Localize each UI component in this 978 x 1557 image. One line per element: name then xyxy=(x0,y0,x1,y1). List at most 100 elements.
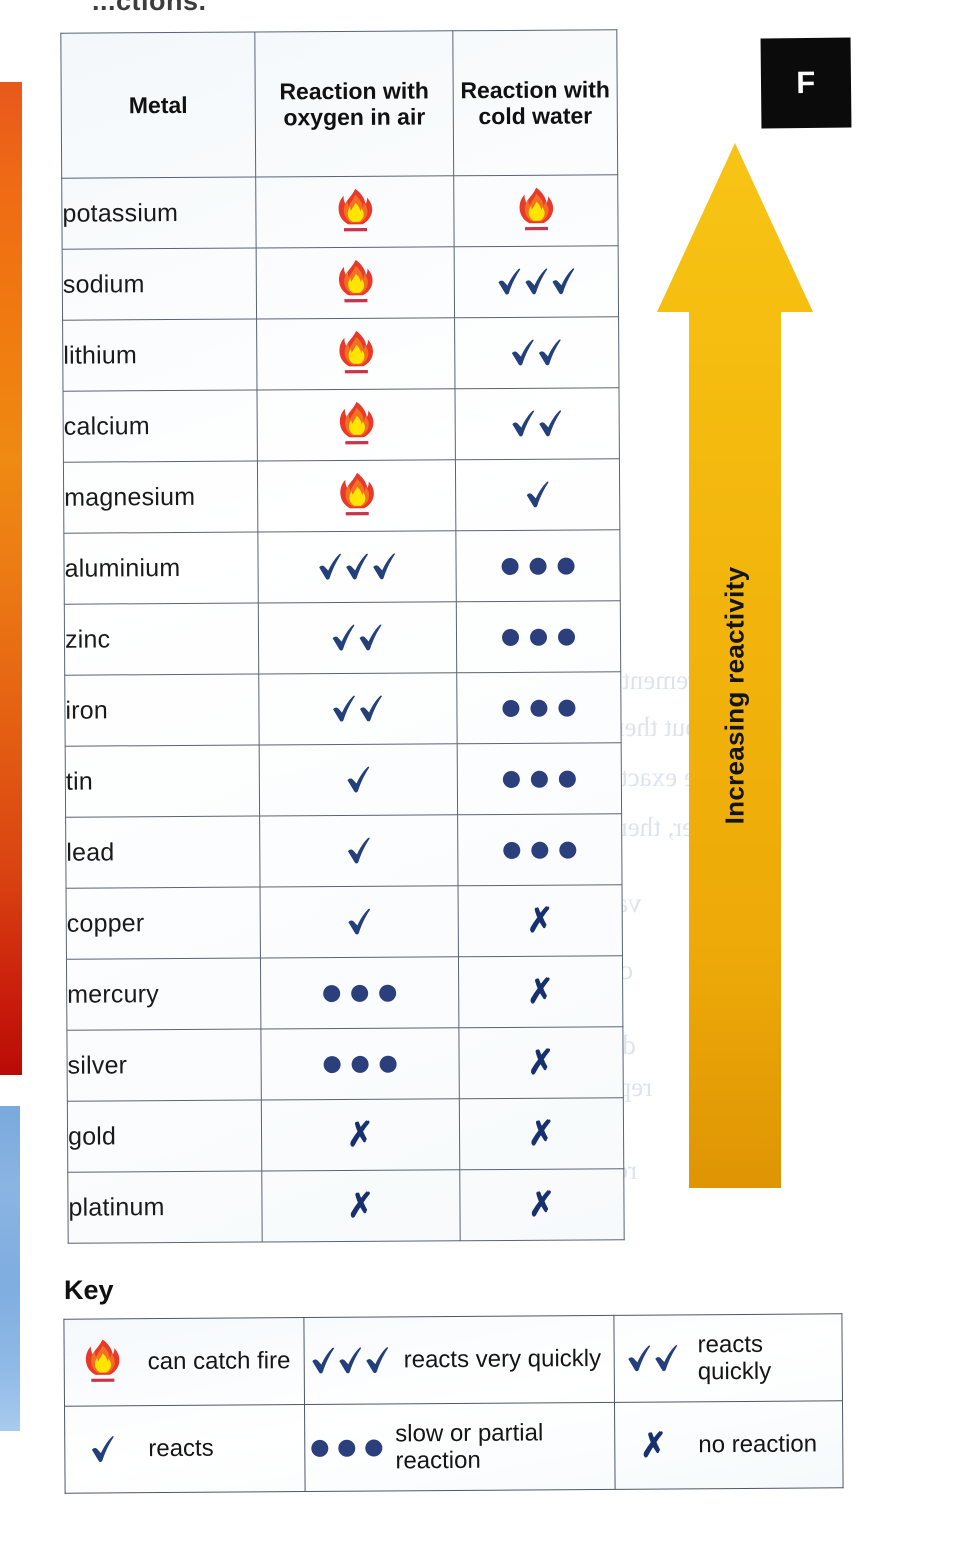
table-row: silver ✗ xyxy=(66,1026,624,1102)
dot-icon xyxy=(323,1055,341,1073)
checkmark-icon xyxy=(331,623,357,653)
x-mark-icon: ✗ xyxy=(527,1043,555,1082)
flame-icon xyxy=(336,330,376,378)
symbol-ticks-3 xyxy=(310,1317,391,1404)
symbol-ticks-2 xyxy=(259,673,456,744)
key-cell: ✗ no reaction xyxy=(614,1400,844,1490)
cell-reaction-oxygen xyxy=(258,672,458,746)
column-header-metal: Metal xyxy=(60,32,256,179)
symbol-ticks-2 xyxy=(455,317,618,388)
key-entry: can catch fire xyxy=(70,1318,298,1406)
table-row: lithium xyxy=(62,316,619,392)
dot-icon xyxy=(503,841,521,859)
symbol-ticks-3 xyxy=(258,531,455,602)
dot-icon xyxy=(557,557,575,575)
dot-icon xyxy=(558,770,576,788)
increasing-reactivity-arrow xyxy=(650,140,820,1190)
flame-icon xyxy=(335,188,375,236)
dot-icon xyxy=(559,841,577,859)
section-badge-letter: F xyxy=(796,64,816,101)
page-edge-blue-bar xyxy=(0,1106,20,1431)
cell-metal-name: aluminium xyxy=(63,532,259,605)
cell-reaction-water xyxy=(454,387,620,460)
symbol-ticks-1 xyxy=(260,744,457,815)
checkmark-icon xyxy=(345,765,371,795)
dot-icon xyxy=(502,770,520,788)
cell-reaction-water: ✗ xyxy=(458,884,623,957)
key-entry: ✗ no reaction xyxy=(621,1401,837,1488)
checkmark-icon xyxy=(344,552,370,582)
key-cell: reacts quickly xyxy=(613,1313,843,1403)
dot-icon xyxy=(311,1439,329,1457)
key-entry: slow or partial reaction xyxy=(311,1403,609,1491)
dot-icon xyxy=(379,984,397,1002)
cut-off-heading: ...ctions. xyxy=(92,0,207,16)
x-mark-icon: ✗ xyxy=(527,901,554,940)
dot-icon xyxy=(338,1439,356,1457)
symbol-flame xyxy=(258,460,455,531)
x-mark-icon: ✗ xyxy=(528,1185,556,1224)
x-mark-icon: ✗ xyxy=(527,972,554,1011)
checkmark-icon xyxy=(358,694,384,724)
cell-reaction-oxygen xyxy=(260,885,459,959)
table-row: copper ✗ xyxy=(66,884,623,960)
cell-reaction-water xyxy=(456,671,622,744)
table-row: magnesium xyxy=(63,458,620,534)
dot-icon xyxy=(379,1055,397,1073)
checkmark-icon xyxy=(511,409,537,439)
column-header-oxygen: Reaction with oxygen in air xyxy=(254,30,454,178)
cell-reaction-oxygen xyxy=(256,317,455,391)
flame-icon xyxy=(336,401,376,449)
cell-metal-name: potassium xyxy=(61,177,257,250)
checkmark-icon xyxy=(346,907,372,937)
checkmark-icon xyxy=(371,552,397,582)
symbol-flame xyxy=(257,389,454,460)
cell-metal-name: silver xyxy=(66,1029,262,1102)
cell-reaction-water xyxy=(456,600,621,673)
dot-icon xyxy=(530,699,548,717)
checkmark-icon xyxy=(523,267,549,297)
dot-icon xyxy=(558,699,576,717)
dot-icon xyxy=(531,841,549,859)
checkmark-icon xyxy=(311,1346,337,1376)
dot-icon xyxy=(501,557,519,575)
cell-metal-name: gold xyxy=(67,1100,262,1173)
table-row: sodium xyxy=(62,245,619,321)
checkmark-icon xyxy=(510,338,536,368)
symbol-x: ✗ xyxy=(262,1099,459,1170)
checkmark-icon xyxy=(90,1434,116,1464)
symbol-flame xyxy=(257,247,454,318)
cell-reaction-oxygen xyxy=(259,814,459,888)
key-cell: reacts xyxy=(64,1404,306,1494)
symbol-ticks-1 xyxy=(71,1406,136,1492)
checkmark-icon xyxy=(331,694,357,724)
flame-icon xyxy=(336,472,376,520)
table-row: tin xyxy=(65,742,622,818)
dot-icon xyxy=(557,628,576,646)
checkmark-icon xyxy=(365,1345,391,1375)
symbol-ticks-3 xyxy=(455,246,618,317)
cell-reaction-water xyxy=(455,458,620,531)
cell-reaction-oxygen xyxy=(260,1027,460,1101)
cell-reaction-oxygen xyxy=(257,530,457,604)
key-entry-label: reacts very quickly xyxy=(403,1345,602,1374)
cell-reaction-oxygen: ✗ xyxy=(261,1098,460,1172)
key-entry-label: can catch fire xyxy=(147,1347,291,1376)
section-badge-f: F xyxy=(760,37,852,129)
table-row: lead xyxy=(65,813,623,889)
table-row: calcium xyxy=(62,387,620,463)
flame-icon xyxy=(516,187,556,235)
symbol-dots-3 xyxy=(261,1028,458,1099)
key-entry-label: no reaction xyxy=(698,1430,818,1459)
checkmark-icon xyxy=(550,267,576,297)
dot-icon xyxy=(501,628,520,646)
key-title: Key xyxy=(64,1275,114,1305)
symbol-flame xyxy=(70,1319,135,1405)
symbol-ticks-1 xyxy=(261,886,458,957)
dot-icon xyxy=(502,699,520,717)
cell-reaction-oxygen xyxy=(256,388,456,462)
cell-reaction-water: ✗ xyxy=(459,1168,625,1241)
cell-reaction-oxygen xyxy=(256,246,455,320)
checkmark-icon xyxy=(358,623,384,653)
symbol-x: ✗ xyxy=(459,885,622,956)
